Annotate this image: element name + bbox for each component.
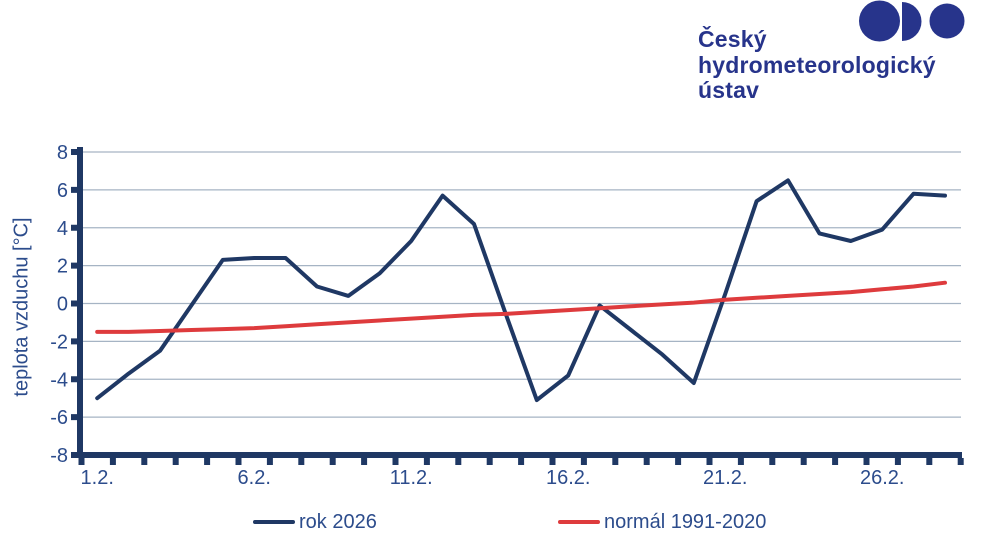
x-tick (204, 458, 211, 465)
x-tick-label: 16.2. (546, 467, 590, 489)
y-tick (71, 262, 80, 269)
legend-label-rok-2026: rok 2026 (299, 510, 377, 533)
y-tick-label: 6 (57, 180, 68, 202)
logo-line-1: Český (698, 26, 767, 52)
legend-line-sample-rok-2026 (253, 520, 295, 524)
y-tick-label: -4 (50, 369, 68, 391)
y-axis-title: teplota vzduchu [°C] (10, 217, 33, 397)
x-tick-label: 6.2. (238, 467, 271, 489)
legend-item-rok-2026: rok 2026 (253, 510, 377, 534)
logo-line-2: hydrometeorologický (698, 51, 936, 78)
x-tick (235, 458, 242, 465)
x-tick (329, 458, 336, 465)
y-tick-label: -2 (50, 331, 68, 353)
x-tick (863, 458, 870, 465)
x-tick (737, 458, 744, 465)
x-tick (549, 458, 556, 465)
x-tick-label: 11.2. (390, 467, 433, 489)
x-tick (141, 458, 148, 465)
x-tick-label: 21.2. (703, 467, 747, 489)
legend-label-normal-1991-2020: normál 1991-2020 (604, 510, 767, 533)
x-tick (580, 458, 587, 465)
x-tick (706, 458, 713, 465)
x-tick (675, 458, 682, 465)
y-tick (71, 224, 80, 231)
x-tick (894, 458, 901, 465)
x-tick (612, 458, 619, 465)
y-tick (71, 338, 80, 345)
x-tick-label: 1.2. (81, 467, 114, 489)
chmi-logo-icon (859, 0, 965, 42)
x-tick (172, 458, 179, 465)
y-tick (71, 300, 80, 307)
logo-half-disc (902, 2, 922, 41)
logo-circle-left (859, 0, 900, 42)
y-tick-label: -6 (50, 407, 68, 429)
x-tick (486, 458, 493, 465)
x-tick (423, 458, 430, 465)
x-tick (78, 458, 85, 465)
x-tick (832, 458, 839, 465)
legend-item-normal-1991-2020: normál 1991-2020 (558, 510, 766, 534)
y-tick (71, 149, 80, 155)
x-tick (518, 458, 525, 465)
logo-circle-right (929, 3, 965, 39)
y-tick-label: 0 (57, 294, 68, 316)
y-tick (71, 414, 80, 421)
legend-line-sample-normal-1991-2020 (558, 520, 600, 524)
y-tick-label: -8 (50, 445, 68, 467)
x-tick (392, 458, 399, 465)
x-tick (643, 458, 650, 465)
x-tick-label: 26.2. (860, 467, 904, 489)
x-tick (109, 458, 116, 465)
x-tick (266, 458, 273, 465)
x-tick (361, 458, 368, 465)
x-tick (769, 458, 776, 465)
x-tick (455, 458, 462, 465)
y-tick-label: 4 (57, 218, 68, 240)
x-tick (957, 458, 964, 465)
x-tick (800, 458, 807, 465)
series-line-rok-2026 (95, 178, 947, 403)
x-tick (298, 458, 305, 465)
series-line-norm-l-1991-2020 (95, 280, 947, 334)
x-tick (926, 458, 933, 465)
y-tick (71, 186, 80, 193)
y-tick-label: 2 (57, 256, 68, 278)
chmi-logo-text: Český hydrometeorologický ústav (698, 26, 936, 104)
y-tick (71, 376, 80, 383)
y-tick (71, 452, 80, 458)
y-tick-label: 8 (57, 142, 68, 164)
logo-line-3: ústav (698, 77, 760, 103)
legend: rok 2026 normál 1991-2020 (0, 510, 981, 536)
